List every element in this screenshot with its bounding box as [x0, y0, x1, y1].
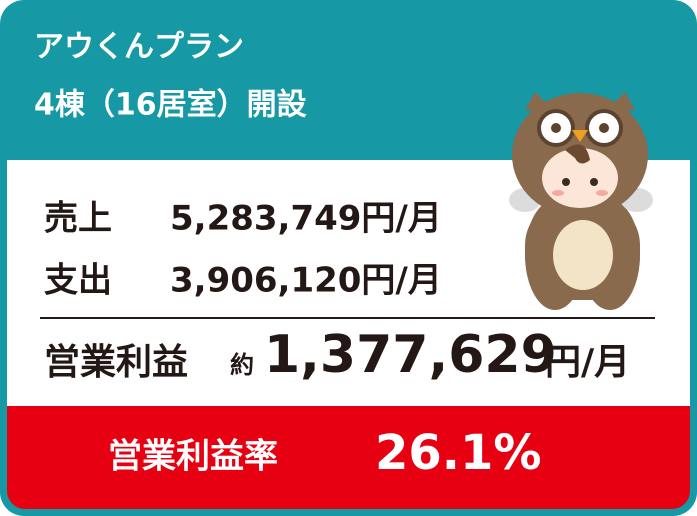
- mascot: [509, 92, 653, 310]
- profit-prefix: 約: [230, 351, 254, 379]
- row-value: 5,283,749円/月: [170, 199, 442, 239]
- row-label: 支出: [44, 261, 112, 301]
- profit-value: 1,377,629: [264, 325, 557, 385]
- profit-unit: 円/月: [545, 342, 630, 383]
- row-value: 3,906,120円/月: [170, 261, 442, 301]
- profit-label: 営業利益: [44, 342, 188, 383]
- margin-band: [7, 406, 690, 509]
- margin-value: 26.1%: [375, 425, 542, 481]
- title-line: 4棟（16居室）開設: [34, 88, 307, 123]
- title-line: アウくんプラン: [34, 30, 244, 65]
- row-label: 売上: [44, 199, 112, 239]
- margin-label: 営業利益率: [108, 437, 278, 477]
